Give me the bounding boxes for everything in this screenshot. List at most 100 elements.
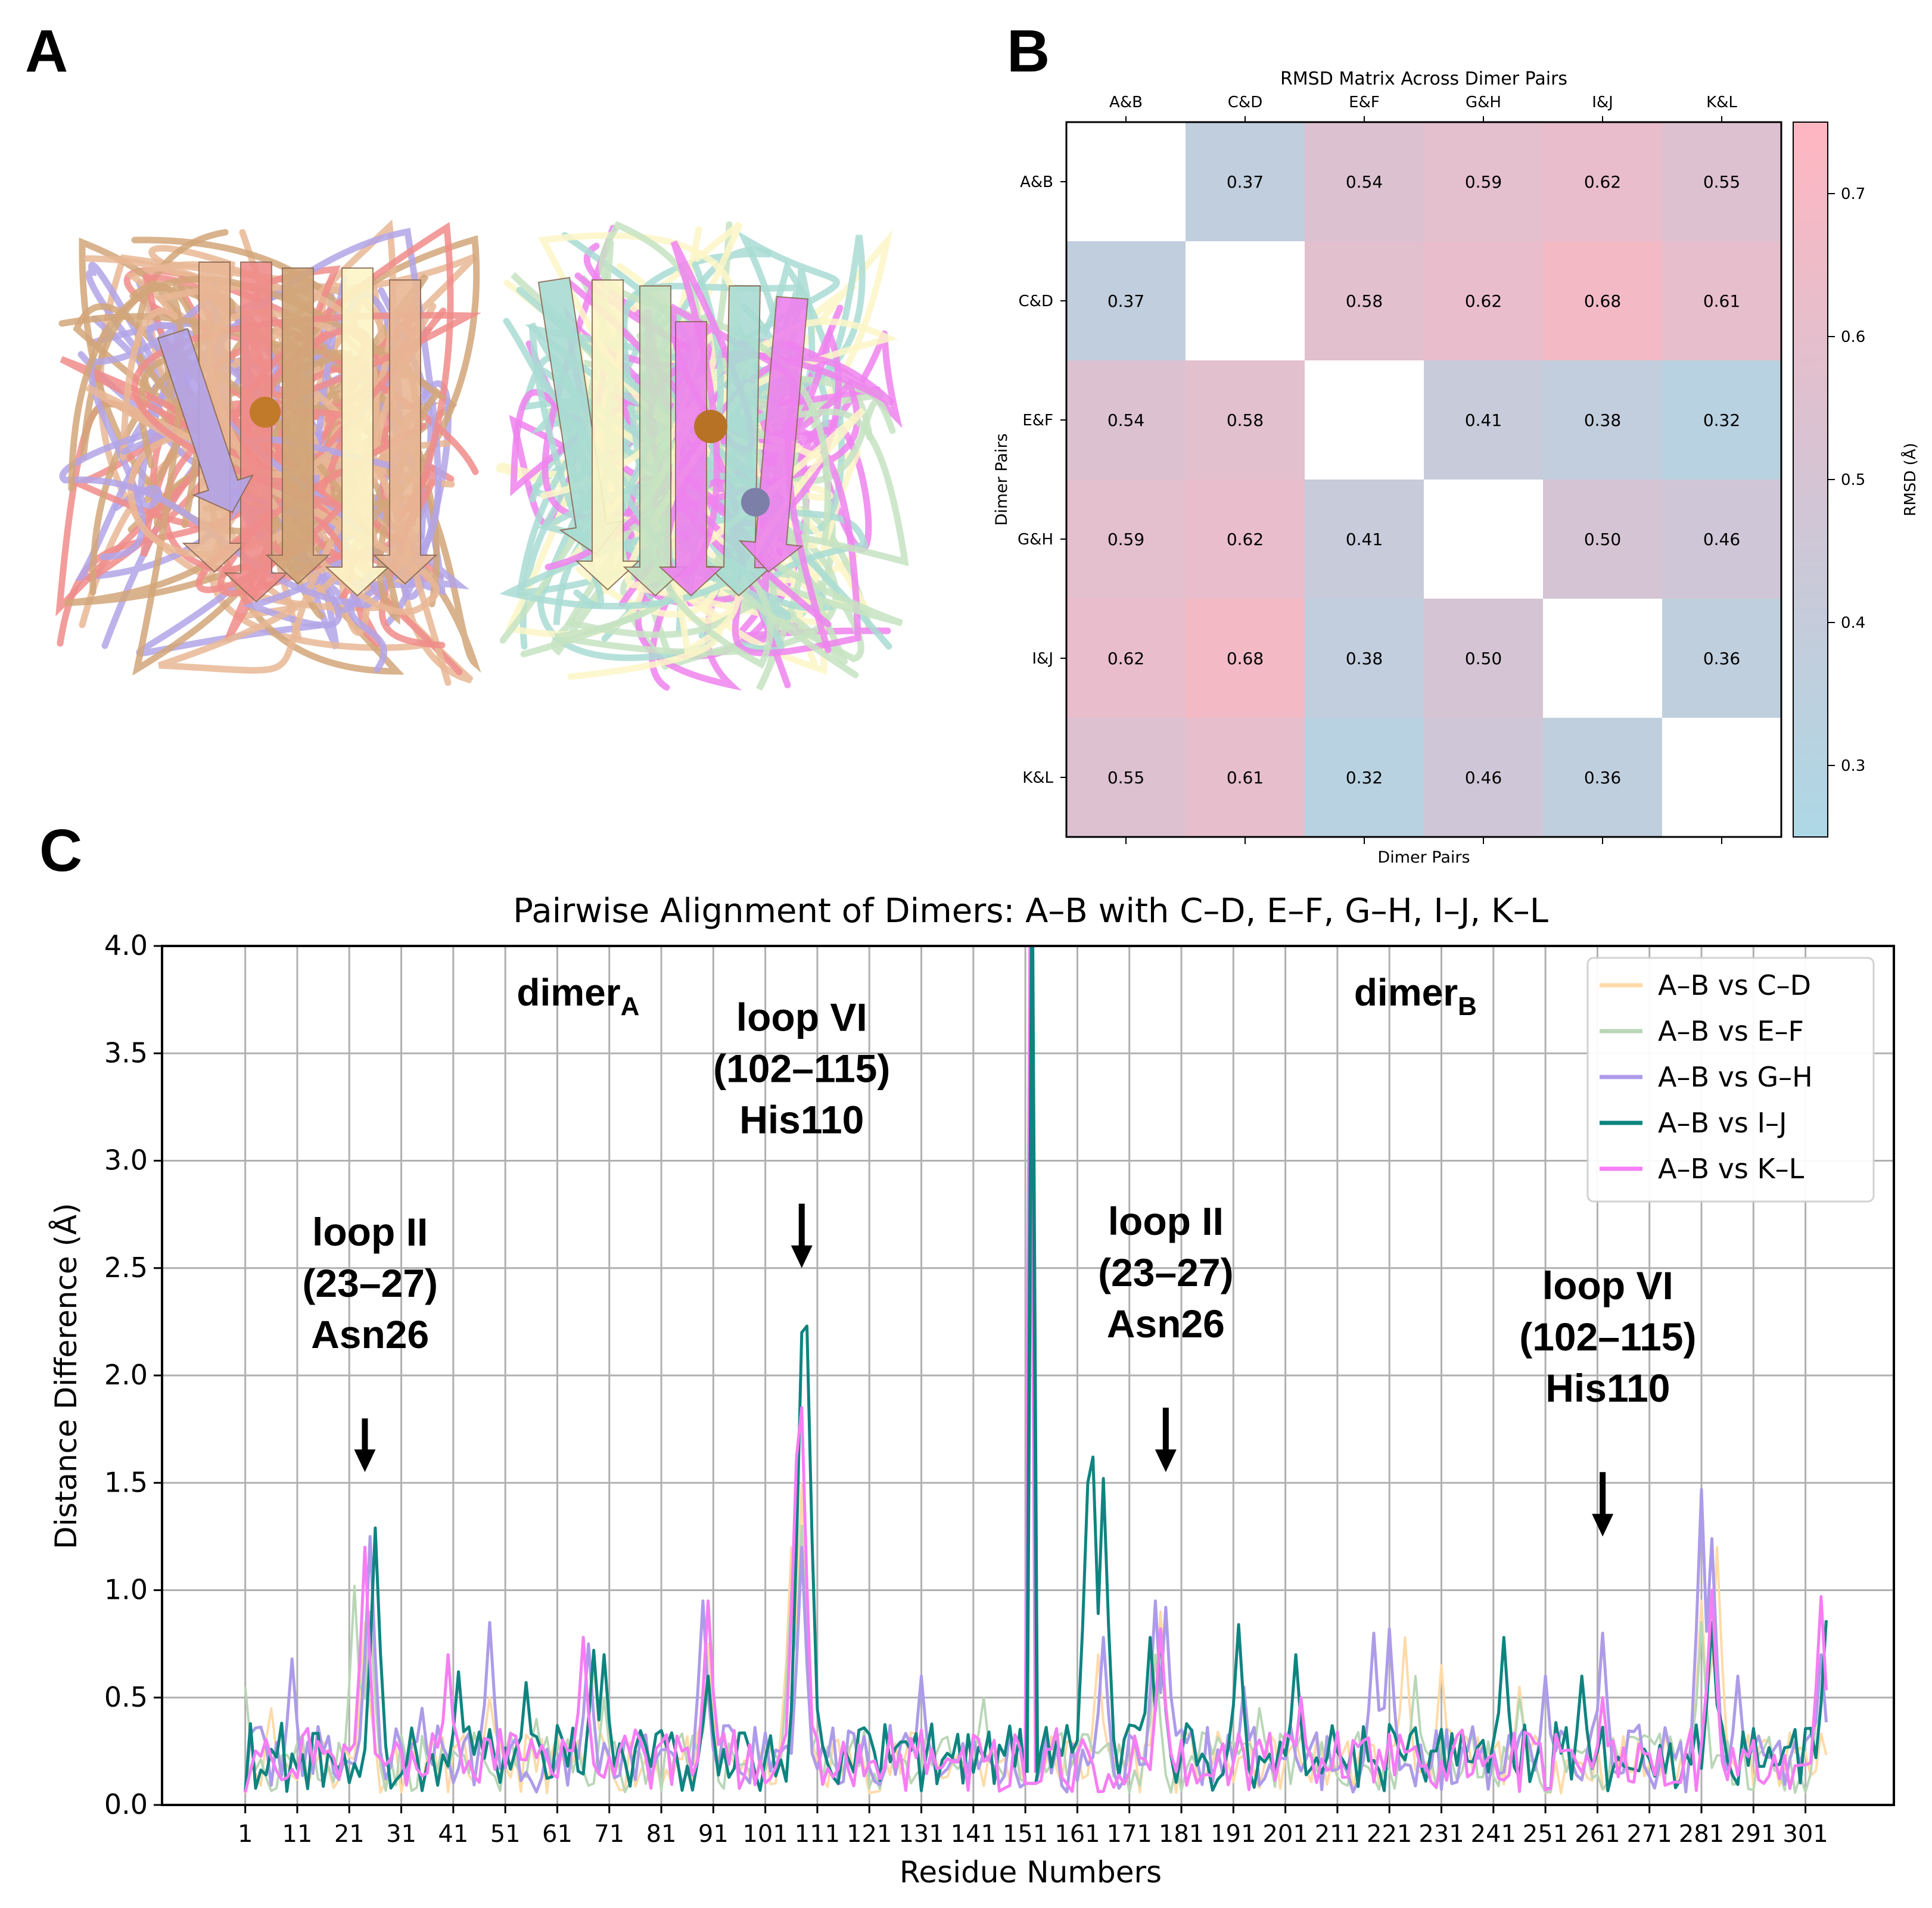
x-tick-label: 151 — [1003, 1820, 1048, 1848]
x-tick-label: 301 — [1782, 1820, 1828, 1848]
heatmap-cell — [1424, 599, 1543, 718]
x-tick-label: 71 — [594, 1820, 624, 1848]
legend-entry-label: A–B vs K–L — [1658, 1153, 1805, 1185]
line-chart-x-axis-label: Residue Numbers — [900, 1855, 1162, 1890]
loop-annotations: loop II (23–27) Asn26 loop VI (102–115) His11… — [302, 995, 1696, 1537]
colorbar-tick-label: 0.7 — [1841, 185, 1865, 203]
line-chart-grid — [162, 945, 1894, 1806]
panel-label-a: A — [25, 18, 69, 85]
beta-strand — [738, 295, 809, 573]
beta-strand — [157, 328, 254, 513]
x-tick-label: 51 — [490, 1820, 521, 1848]
heatmap-cell — [1662, 360, 1781, 480]
x-tick-label: 221 — [1367, 1820, 1412, 1848]
y-tick-label: 1.5 — [104, 1466, 148, 1498]
annotation-arrow-head — [354, 1449, 376, 1473]
y-tick-label: 2.5 — [104, 1252, 148, 1284]
heatmap-cell — [1305, 718, 1424, 837]
panel-label-b: B — [1007, 18, 1050, 85]
heatmap-y-tick-label: E&F — [1022, 412, 1053, 429]
heatmap-cell — [1186, 360, 1305, 480]
heatmap-cell-label: 0.41 — [1346, 530, 1383, 549]
heatmap-cell-label: 0.36 — [1703, 649, 1740, 668]
heatmap-x-ticks: A&B C&D E&F G&H I&J K&L — [1109, 94, 1737, 844]
x-tick-label: 251 — [1523, 1820, 1568, 1848]
heatmap-cell-label: 0.59 — [1107, 530, 1144, 549]
heatmap-cell — [1662, 599, 1781, 718]
series-line — [244, 1406, 1828, 1794]
heatmap-x-tick-label: C&D — [1228, 94, 1262, 111]
heatmap-cell — [1543, 122, 1662, 241]
heatmap-cell-label: 0.62 — [1584, 172, 1621, 192]
series-line — [244, 1487, 1828, 1794]
dimer-region-label: dimerB — [1354, 971, 1477, 1021]
protein-structure-image — [55, 219, 909, 691]
metal-ion-spheres — [250, 397, 770, 516]
loop-annotation-text: His110 — [1545, 1366, 1670, 1410]
heatmap-cell — [1662, 241, 1781, 360]
line-chart-series — [244, 946, 1828, 1795]
beta-strand — [658, 321, 724, 597]
loop-annotation-text: loop II — [312, 1210, 428, 1254]
annotation-arrow-head — [1592, 1514, 1614, 1537]
heatmap-cell — [1543, 718, 1662, 837]
heatmap-cell — [1066, 360, 1186, 480]
heatmap-cell-label: 0.38 — [1584, 410, 1621, 430]
heatmap-cell-label: 0.59 — [1465, 172, 1502, 192]
x-tick-label: 231 — [1418, 1820, 1464, 1848]
y-tick-label: 2.0 — [104, 1359, 148, 1391]
heatmap-cell-label: 0.68 — [1227, 649, 1264, 668]
heatmap-cell — [1066, 480, 1186, 599]
colorbar-ticks: 0.3 0.4 0.5 0.6 0.7 — [1828, 185, 1865, 775]
series-line — [244, 1324, 1828, 1793]
heatmap-cell-label: 0.37 — [1107, 291, 1144, 311]
series-line — [244, 1524, 1828, 1794]
legend-entry-label: A–B vs C–D — [1658, 969, 1811, 1001]
loop-annotation-text: loop VI — [736, 995, 867, 1039]
heatmap-cell — [1186, 599, 1305, 718]
heatmap-cell-label: 0.55 — [1107, 768, 1144, 788]
x-tick-label: 21 — [334, 1820, 365, 1848]
heatmap-cell-label: 0.46 — [1465, 768, 1502, 788]
heatmap-cell-label: 0.41 — [1465, 410, 1502, 430]
heatmap-x-tick-label: E&F — [1349, 94, 1380, 111]
heatmap-cell-label: 0.36 — [1584, 768, 1621, 788]
heatmap-cell-label: 0.32 — [1346, 768, 1383, 788]
heatmap-cell — [1186, 122, 1305, 241]
heatmap-cell-label: 0.38 — [1346, 649, 1383, 668]
annotation-arrow-head — [1155, 1449, 1177, 1473]
heatmap-cell — [1066, 718, 1186, 837]
x-tick-label: 281 — [1679, 1820, 1724, 1848]
heatmap-cell-label: 0.50 — [1465, 649, 1502, 668]
x-tick-label: 41 — [438, 1820, 468, 1848]
x-tick-label: 161 — [1054, 1820, 1100, 1848]
zinc-ion-right — [741, 488, 770, 516]
x-tick-label: 121 — [847, 1820, 892, 1848]
heatmap-cell — [1186, 718, 1305, 837]
beta-strand-arrows — [157, 262, 809, 603]
heatmap-y-tick-label: K&L — [1022, 769, 1053, 787]
heatmap-cell-label: 0.62 — [1465, 291, 1502, 311]
heatmap-x-tick-label: A&B — [1109, 94, 1143, 111]
beta-strand — [223, 262, 289, 603]
x-tick-label: 131 — [898, 1820, 944, 1848]
heatmap-cell — [1543, 360, 1662, 480]
legend-entry-label: A–B vs I–J — [1658, 1107, 1787, 1139]
beta-strand — [623, 285, 688, 597]
heatmap-frame — [1065, 121, 1782, 838]
x-tick-label: 181 — [1159, 1820, 1204, 1848]
x-tick-label: 211 — [1315, 1820, 1360, 1848]
colorbar-label: RMSD (Å) — [1900, 443, 1919, 516]
loop-annotation-text: (102–115) — [1519, 1315, 1696, 1359]
heatmap-cell-label: 0.32 — [1703, 410, 1740, 430]
loop-annotation-text: loop VI — [1542, 1263, 1673, 1308]
line-chart-y-axis-label: Distance Difference (Å) — [49, 1203, 83, 1549]
heatmap-cell — [1066, 122, 1186, 241]
heatmap-cell-label: 0.50 — [1584, 530, 1621, 549]
loop-annotation-text: loop II — [1108, 1199, 1224, 1243]
heatmap-cell-label: 0.54 — [1346, 172, 1383, 192]
dimer-region-labels: dimerA dimerB — [517, 971, 1477, 1021]
heatmap-cell — [1424, 241, 1543, 360]
beta-strand — [575, 279, 640, 591]
y-tick-label: 0.5 — [104, 1681, 148, 1713]
